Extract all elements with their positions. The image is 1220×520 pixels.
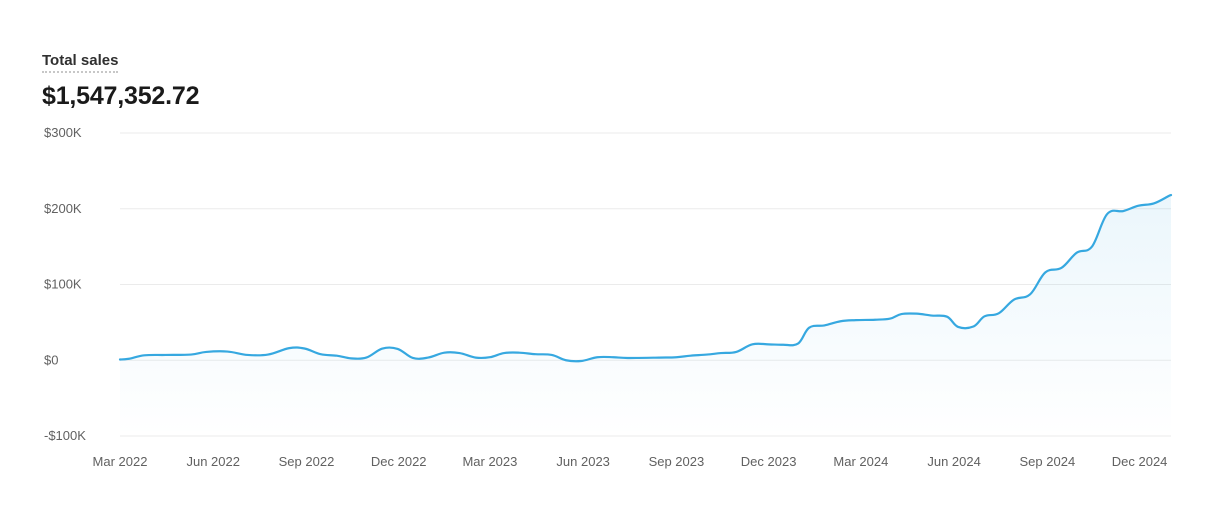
metric-header: Total sales $1,547,352.72 <box>42 52 199 111</box>
y-tick-label: $100K <box>44 277 82 292</box>
y-tick-label: $300K <box>44 125 82 140</box>
data-point <box>944 314 950 320</box>
data-point <box>441 350 447 356</box>
data-point <box>656 355 662 361</box>
data-point <box>380 346 386 352</box>
data-point <box>1089 244 1095 250</box>
x-tick-label: Sep 2022 <box>279 454 335 469</box>
x-tick-label: Sep 2024 <box>1020 454 1076 469</box>
data-point <box>563 357 569 363</box>
data-point <box>780 342 786 348</box>
data-point <box>749 341 755 347</box>
data-point <box>673 354 679 360</box>
sales-area-fill <box>120 194 1172 436</box>
data-point <box>348 355 354 361</box>
x-tick-label: Dec 2023 <box>741 454 797 469</box>
data-point <box>872 317 878 323</box>
data-point <box>898 311 904 317</box>
data-point <box>1120 208 1126 214</box>
data-point <box>533 351 539 357</box>
data-point <box>806 325 812 331</box>
data-point <box>1168 192 1174 198</box>
data-point <box>704 352 710 358</box>
x-tick-label: Dec 2024 <box>1112 454 1168 469</box>
data-point <box>265 352 271 358</box>
x-tick-label: Mar 2024 <box>833 454 888 469</box>
data-point <box>516 350 522 356</box>
data-point <box>688 353 694 359</box>
data-point <box>549 352 555 358</box>
y-axis: $300K $200K $100K $0 -$100K <box>44 125 86 443</box>
metric-title[interactable]: Total sales <box>42 52 119 73</box>
data-point <box>625 355 631 361</box>
data-point <box>1042 269 1048 275</box>
x-tick-label: Jun 2024 <box>927 454 981 469</box>
data-point <box>410 355 416 361</box>
data-point <box>163 352 169 358</box>
data-point <box>473 355 479 361</box>
data-point <box>578 358 584 364</box>
data-point <box>996 310 1002 316</box>
data-point <box>1074 250 1080 256</box>
data-point <box>286 345 292 351</box>
data-point <box>363 355 369 361</box>
data-point <box>853 317 859 323</box>
data-point <box>1059 265 1065 271</box>
data-point <box>188 352 194 358</box>
data-point <box>955 324 961 330</box>
data-point <box>126 356 132 362</box>
data-point <box>914 311 920 317</box>
x-tick-label: Sep 2023 <box>649 454 705 469</box>
y-tick-label: $200K <box>44 201 82 216</box>
data-point <box>929 313 935 319</box>
x-tick-label: Jun 2023 <box>556 454 610 469</box>
data-point <box>1151 200 1157 206</box>
x-tick-label: Dec 2022 <box>371 454 427 469</box>
data-point <box>334 353 340 359</box>
data-point <box>117 356 123 362</box>
x-axis: Mar 2022 Jun 2022 Sep 2022 Dec 2022 Mar 2023… <box>93 454 1168 469</box>
data-point <box>318 351 324 357</box>
data-point <box>970 324 976 330</box>
data-point <box>838 318 844 324</box>
data-point <box>795 341 801 347</box>
data-point <box>425 355 431 361</box>
data-point <box>594 354 600 360</box>
data-point <box>245 352 251 358</box>
data-point <box>1027 291 1033 297</box>
data-point <box>487 354 493 360</box>
data-point <box>457 350 463 356</box>
data-point <box>224 349 230 355</box>
y-tick-label: -$100K <box>44 428 86 443</box>
data-point <box>301 346 307 352</box>
sales-series-line[interactable] <box>118 193 1173 363</box>
data-point <box>887 316 893 322</box>
x-tick-label: Mar 2022 <box>93 454 148 469</box>
data-point <box>1011 297 1017 303</box>
x-tick-label: Jun 2022 <box>186 454 240 469</box>
data-point <box>766 341 772 347</box>
data-point <box>395 346 401 352</box>
data-point <box>1136 203 1142 209</box>
data-point <box>501 350 507 356</box>
data-point <box>718 350 724 356</box>
data-point <box>1104 211 1110 217</box>
metric-value: $1,547,352.72 <box>42 82 200 110</box>
data-point <box>611 354 617 360</box>
data-point <box>203 349 209 355</box>
x-tick-label: Mar 2023 <box>462 454 517 469</box>
data-point <box>982 313 988 319</box>
data-point <box>141 352 147 358</box>
data-point <box>821 322 827 328</box>
y-tick-label: $0 <box>44 352 58 367</box>
data-point <box>733 349 739 355</box>
